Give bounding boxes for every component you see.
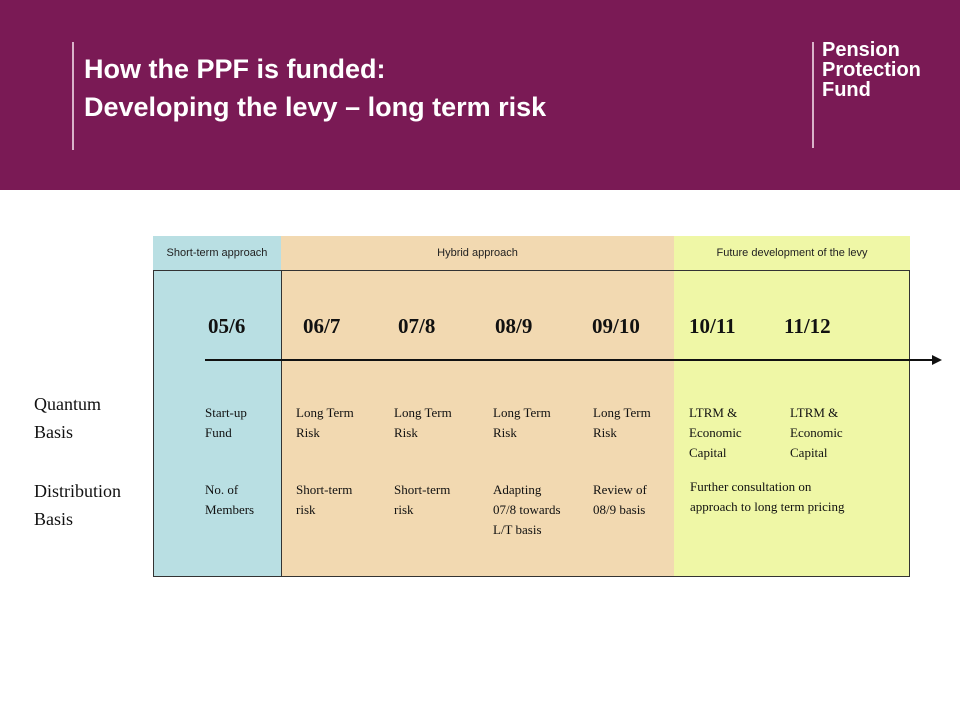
header-divider-left [72, 42, 74, 150]
cell-line: 08/9 basis [593, 502, 646, 517]
phase-area-hybrid [281, 270, 674, 577]
cell-line: 07/8 towards [493, 502, 561, 517]
cell-line: Long Term [296, 405, 354, 420]
phase-label-hybrid: Hybrid approach [281, 236, 674, 270]
quantum-cell: LTRM & Economic Capital [689, 403, 742, 463]
ppf-logo: Pension Protection Fund [822, 40, 921, 100]
slide-title-line-1: How the PPF is funded: [84, 54, 386, 84]
quantum-cell: LTRM & Economic Capital [790, 403, 843, 463]
cell-line: Long Term [394, 405, 452, 420]
row-label-distribution-line-1: Distribution [34, 481, 122, 501]
distribution-cell: Adapting 07/8 towards L/T basis [493, 480, 561, 540]
timeline-arrow-line [205, 359, 933, 361]
quantum-cell: Long Term Risk [394, 403, 452, 443]
slide-title-line-2: Developing the levy – long term risk [84, 92, 547, 122]
row-label-quantum: Quantum Basis [34, 390, 101, 446]
box-border-top [153, 270, 910, 271]
cell-line: approach to long term pricing [690, 499, 845, 514]
cell-line: LTRM & [790, 405, 839, 420]
phase-area-short-term [153, 270, 281, 577]
quantum-cell: Long Term Risk [493, 403, 551, 443]
cell-line: Members [205, 502, 255, 517]
cell-line: Economic [689, 425, 742, 440]
row-label-quantum-line-2: Basis [34, 422, 74, 442]
cell-line: risk [394, 502, 414, 517]
box-border-divider [281, 270, 282, 577]
row-label-distribution: Distribution Basis [34, 477, 121, 533]
row-label-quantum-line-1: Quantum [34, 394, 101, 414]
cell-line: Capital [689, 445, 727, 460]
phase-label-short-term: Short-term approach [153, 236, 281, 270]
cell-line: Further consultation on [690, 479, 812, 494]
cell-line: Start-up [205, 405, 247, 420]
phase-label-future: Future development of the levy [674, 236, 910, 270]
distribution-cell: Review of 08/9 basis [593, 480, 647, 520]
cell-line: Short-term [296, 482, 353, 497]
box-border-right [909, 270, 910, 577]
cell-line: Risk [394, 425, 418, 440]
year-label: 11/12 [784, 314, 831, 338]
year-label: 10/11 [689, 314, 736, 338]
quantum-cell: Start-up Fund [205, 403, 247, 443]
logo-line-3: Fund [822, 79, 871, 101]
year-label: 05/6 [208, 314, 246, 338]
cell-line: No. of [205, 482, 239, 497]
quantum-cell: Long Term Risk [296, 403, 354, 443]
quantum-cell: Long Term Risk [593, 403, 651, 443]
year-label: 08/9 [495, 314, 533, 338]
cell-line: Fund [205, 425, 232, 440]
cell-line: Long Term [493, 405, 551, 420]
cell-line: Risk [493, 425, 517, 440]
cell-line: Risk [296, 425, 320, 440]
year-label: 06/7 [303, 314, 341, 338]
header-divider-right [812, 42, 814, 148]
cell-line: L/T basis [493, 522, 542, 537]
row-label-distribution-line-2: Basis [34, 509, 74, 529]
cell-line: Risk [593, 425, 617, 440]
cell-line: Economic [790, 425, 843, 440]
logo-line-2: Protection [822, 59, 921, 81]
year-label: 07/8 [398, 314, 436, 338]
distribution-cell: Short-term risk [296, 480, 352, 520]
box-border-left [153, 270, 154, 577]
arrowhead-icon [932, 355, 942, 365]
cell-line: Capital [790, 445, 828, 460]
slide-title: How the PPF is funded: Developing the le… [84, 50, 546, 126]
phase-area-future [674, 270, 910, 577]
distribution-cell-future: Further consultation on approach to long… [690, 477, 845, 517]
distribution-cell: No. of Members [205, 480, 254, 520]
header-band: How the PPF is funded: Developing the le… [0, 0, 960, 190]
year-label: 09/10 [592, 314, 640, 338]
cell-line: Short-term [394, 482, 451, 497]
cell-line: Review of [593, 482, 647, 497]
box-border-bottom [153, 576, 910, 577]
logo-line-1: Pension [822, 39, 900, 61]
distribution-cell: Short-term risk [394, 480, 450, 520]
cell-line: LTRM & [689, 405, 738, 420]
cell-line: risk [296, 502, 316, 517]
cell-line: Long Term [593, 405, 651, 420]
cell-line: Adapting [493, 482, 542, 497]
